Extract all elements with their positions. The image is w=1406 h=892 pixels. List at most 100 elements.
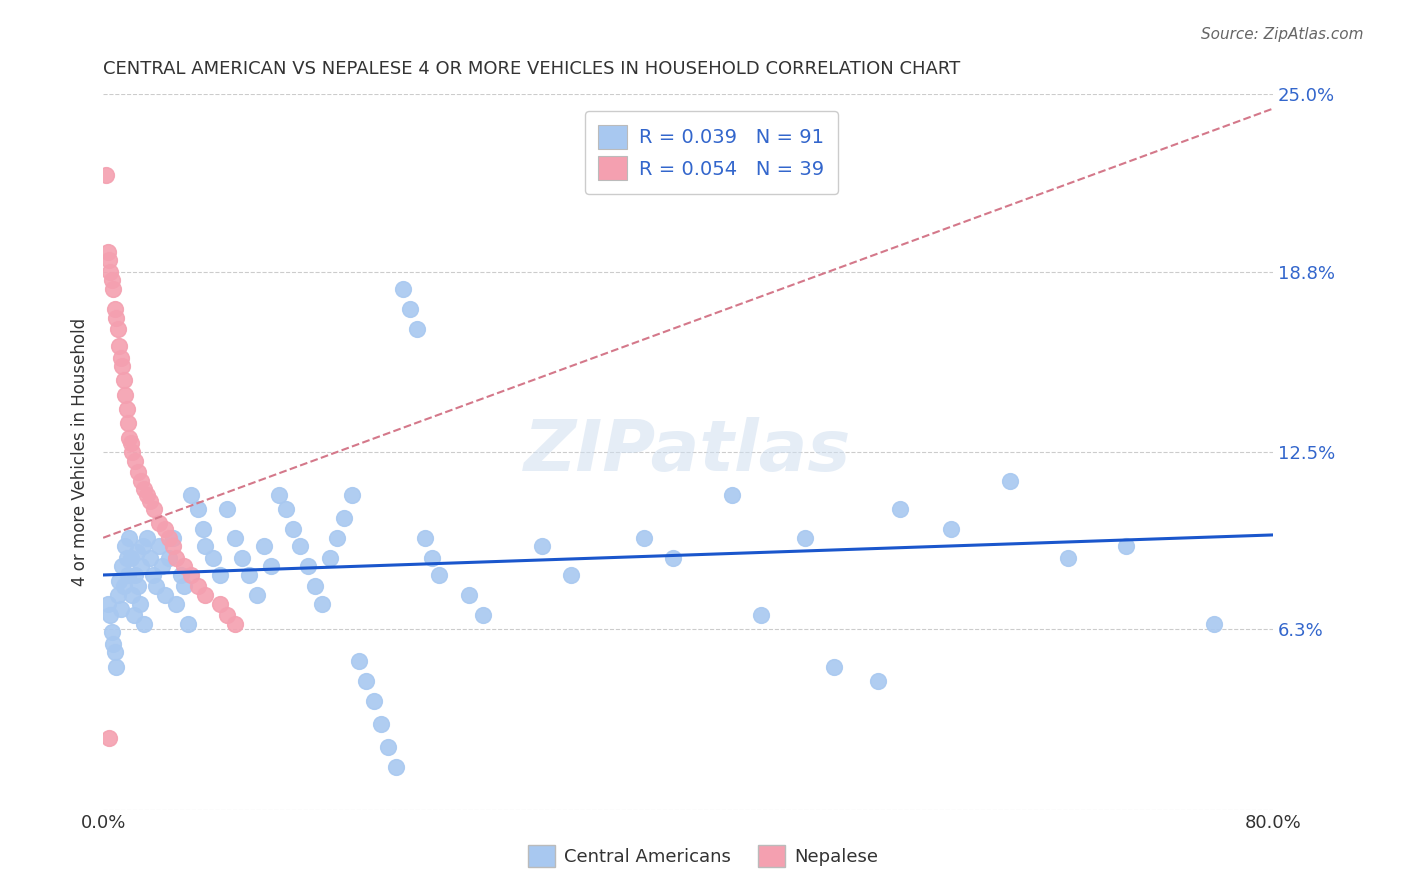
Point [889, 502, 911, 516]
Point [209, 597, 232, 611]
Point [662, 550, 685, 565]
Point [103, 637, 125, 651]
Point [125, 545, 148, 559]
Point [173, 579, 195, 593]
Point [427, 568, 450, 582]
Point [117, 568, 139, 582]
Point [108, 339, 131, 353]
Point [333, 510, 356, 524]
Point [104, 301, 127, 316]
Point [633, 531, 655, 545]
Legend: Central Americans, Nepalese: Central Americans, Nepalese [520, 838, 886, 874]
Point [105, 659, 128, 673]
Point [472, 607, 495, 622]
Point [304, 579, 326, 593]
Point [114, 540, 136, 554]
Point [104, 645, 127, 659]
Point [347, 654, 370, 668]
Point [530, 540, 553, 554]
Point [114, 388, 136, 402]
Point [177, 616, 200, 631]
Point [560, 568, 582, 582]
Point [267, 488, 290, 502]
Point [157, 531, 180, 545]
Point [420, 550, 443, 565]
Text: ZIPatlas: ZIPatlas [524, 417, 852, 486]
Point [253, 540, 276, 554]
Point [132, 616, 155, 631]
Point [1057, 550, 1080, 565]
Point [209, 568, 232, 582]
Point [290, 540, 312, 554]
Point [823, 659, 845, 673]
Point [260, 559, 283, 574]
Point [107, 322, 129, 336]
Point [224, 531, 246, 545]
Point [194, 540, 217, 554]
Point [142, 568, 165, 582]
Point [406, 322, 429, 336]
Text: CENTRAL AMERICAN VS NEPALESE 4 OR MORE VEHICLES IN HOUSEHOLD CORRELATION CHART: CENTRAL AMERICAN VS NEPALESE 4 OR MORE V… [103, 60, 960, 78]
Y-axis label: 4 or more Vehicles in Household: 4 or more Vehicles in Household [72, 318, 89, 586]
Point [297, 559, 319, 574]
Point [121, 588, 143, 602]
Point [217, 607, 239, 622]
Point [122, 607, 145, 622]
Point [96, 244, 118, 259]
Point [180, 568, 202, 582]
Point [128, 597, 150, 611]
Point [127, 465, 149, 479]
Point [112, 374, 135, 388]
Point [384, 759, 406, 773]
Point [145, 579, 167, 593]
Point [231, 550, 253, 565]
Point [187, 502, 209, 516]
Point [124, 453, 146, 467]
Point [115, 402, 138, 417]
Point [143, 502, 166, 516]
Point [162, 531, 184, 545]
Point [110, 351, 132, 365]
Point [132, 482, 155, 496]
Point [201, 550, 224, 565]
Point [457, 588, 479, 602]
Point [162, 540, 184, 554]
Point [238, 568, 260, 582]
Point [311, 597, 333, 611]
Point [1204, 616, 1226, 631]
Point [283, 522, 305, 536]
Point [108, 574, 131, 588]
Point [217, 502, 239, 516]
Legend: R = 0.039   N = 91, R = 0.054   N = 39: R = 0.039 N = 91, R = 0.054 N = 39 [585, 112, 838, 194]
Point [139, 550, 162, 565]
Point [150, 559, 173, 574]
Point [187, 579, 209, 593]
Point [148, 540, 170, 554]
Point [720, 488, 742, 502]
Point [118, 531, 141, 545]
Point [377, 739, 399, 754]
Point [103, 282, 125, 296]
Point [107, 588, 129, 602]
Point [370, 716, 392, 731]
Point [326, 531, 349, 545]
Point [148, 516, 170, 531]
Point [363, 694, 385, 708]
Point [98, 253, 121, 268]
Point [112, 579, 135, 593]
Point [153, 522, 176, 536]
Point [111, 359, 134, 374]
Point [131, 540, 153, 554]
Point [224, 616, 246, 631]
Point [165, 550, 187, 565]
Point [115, 550, 138, 565]
Point [139, 493, 162, 508]
Point [136, 488, 159, 502]
Point [173, 559, 195, 574]
Point [96, 597, 118, 611]
Point [153, 588, 176, 602]
Point [356, 673, 378, 688]
Point [391, 282, 413, 296]
Point [180, 488, 202, 502]
Point [246, 588, 269, 602]
